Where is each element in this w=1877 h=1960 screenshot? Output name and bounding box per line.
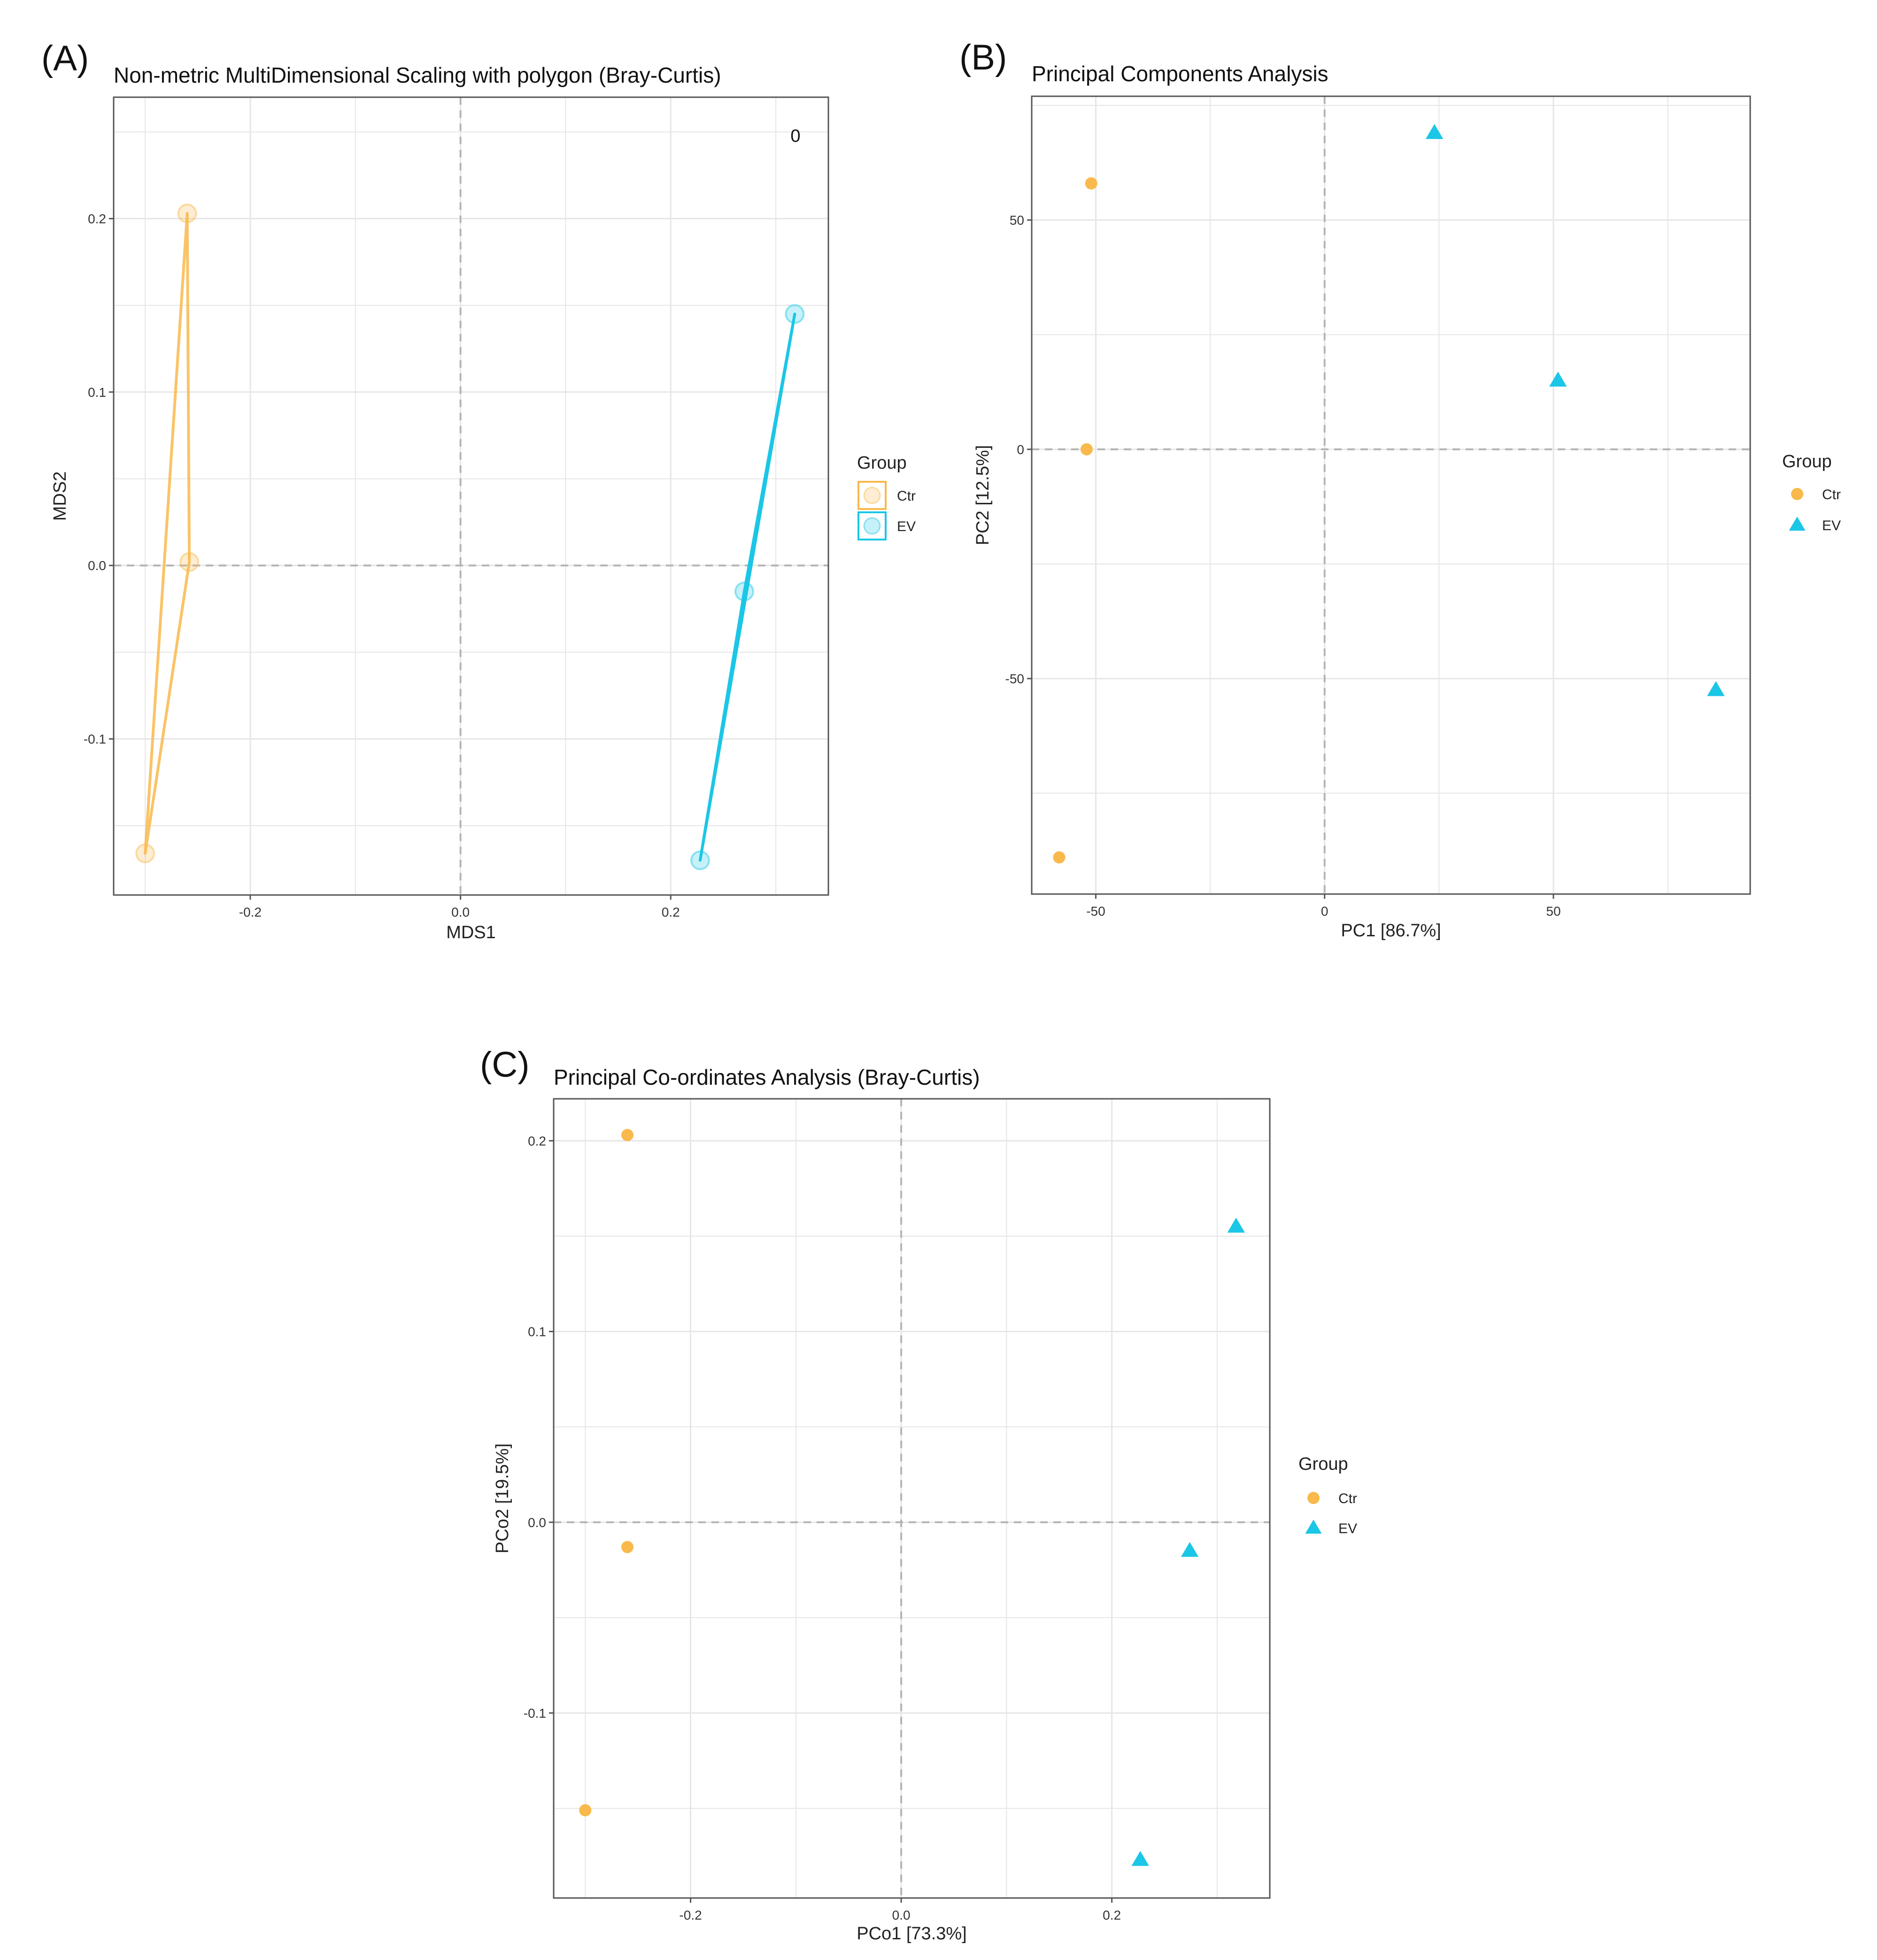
- data-point-ev: [1227, 1218, 1245, 1233]
- data-point-ctr: [179, 552, 200, 572]
- x-tick-label: -0.2: [239, 905, 262, 919]
- y-tick-label: 0.1: [528, 1325, 546, 1339]
- data-point-ev: [1549, 371, 1567, 387]
- data-point-ctr: [1053, 851, 1066, 864]
- data-point-ev: [785, 304, 805, 324]
- x-axis-title: PCo1 [73.3%]: [857, 1924, 966, 1944]
- legend-key-ev: [857, 511, 887, 540]
- legend-key-dot-ev: [863, 517, 881, 535]
- legend-title: Group: [857, 453, 907, 473]
- x-tick-label: 0.0: [451, 905, 470, 919]
- x-axis-title: MDS1: [446, 923, 496, 942]
- x-tick-label: 0.0: [892, 1908, 911, 1922]
- legend-title: Group: [1782, 452, 1832, 471]
- x-tick-label: 0.2: [662, 905, 680, 919]
- legend: Group Ctr EV: [857, 453, 916, 540]
- plot-annotation: 0: [790, 126, 800, 146]
- y-tick-label: 0.2: [88, 212, 106, 226]
- x-tick-label: 50: [1546, 904, 1560, 918]
- x-tick-label: 0: [1321, 904, 1329, 918]
- hull-polygon-ctr: [144, 212, 191, 855]
- legend-key-ctr: [857, 481, 887, 510]
- data-point-ctr: [621, 1129, 633, 1142]
- y-axis-title: MDS2: [50, 471, 70, 521]
- panel-b: (B) Principal Components Analysis -50 0 50 -5…: [959, 38, 1841, 941]
- legend-key-ev: [1789, 517, 1806, 531]
- data-point-ev: [1425, 124, 1444, 139]
- data-point-ctr: [1080, 443, 1093, 455]
- hull-polygon-ev: [698, 312, 796, 862]
- y-tick-label: -0.1: [84, 732, 106, 747]
- y-tick-label: 50: [1010, 213, 1024, 228]
- data-point-ctr: [1085, 177, 1097, 190]
- legend-label-ctr: Ctr: [1338, 1491, 1357, 1506]
- panel-label: (A): [41, 39, 89, 78]
- legend-key-ctr: [1791, 488, 1803, 500]
- legend: Group Ctr EV: [1298, 1454, 1357, 1536]
- plot-frame: [113, 96, 829, 896]
- chart-title: Non-metric MultiDimensional Scaling with…: [114, 63, 721, 87]
- legend-key-ev: [1305, 1520, 1322, 1534]
- y-tick-label: 0.1: [88, 385, 106, 400]
- data-point-ev: [734, 581, 754, 602]
- y-tick-label: 0.2: [528, 1134, 546, 1148]
- x-axis-title: PC1 [86.7%]: [1341, 921, 1441, 941]
- x-tick-label: -50: [1086, 904, 1105, 918]
- chart-title: Principal Components Analysis: [1032, 62, 1329, 86]
- panel-label: (B): [959, 38, 1007, 77]
- data-point-ev: [1131, 1851, 1149, 1866]
- y-tick-label: -50: [1005, 671, 1024, 686]
- y-tick-label: -0.1: [524, 1706, 546, 1721]
- legend-label-ctr: Ctr: [1822, 487, 1841, 502]
- x-tick-label: 0.2: [1103, 1908, 1121, 1922]
- legend-key-dot-ctr: [863, 486, 881, 504]
- data-point-ev: [1707, 681, 1725, 696]
- plot-background: [554, 1099, 1270, 1898]
- data-point-ev: [690, 850, 710, 871]
- plot-background: [114, 97, 828, 895]
- legend: Group Ctr EV: [1782, 452, 1841, 533]
- legend-label-ev: EV: [1822, 518, 1841, 533]
- y-axis-title: PCo2 [19.5%]: [493, 1443, 512, 1553]
- data-point-ctr: [621, 1541, 633, 1553]
- data-point-ctr: [177, 203, 197, 224]
- data-point-ev: [1181, 1542, 1199, 1557]
- plot-frame: [553, 1098, 1271, 1899]
- plot-background: [1032, 96, 1750, 894]
- legend-key-ctr: [1307, 1492, 1320, 1504]
- y-tick-label: 0.0: [528, 1515, 546, 1530]
- panel-a: (A) Non-metric MultiDimensional Scaling w…: [41, 39, 916, 942]
- plot-frame: [1031, 95, 1751, 895]
- legend-title: Group: [1298, 1454, 1348, 1474]
- y-tick-label: 0.0: [88, 558, 106, 573]
- y-tick-label: 0: [1017, 442, 1024, 457]
- data-point-ctr: [135, 843, 155, 864]
- legend-label-ev: EV: [1338, 1521, 1357, 1536]
- legend-label-ctr: Ctr: [897, 488, 916, 504]
- y-axis-title: PC2 [12.5%]: [973, 445, 993, 545]
- data-point-ctr: [579, 1804, 592, 1817]
- panel-c: (C) Principal Co-ordinates Analysis (Bray…: [480, 1045, 1357, 1944]
- chart-title: Principal Co-ordinates Analysis (Bray-Cu…: [554, 1065, 980, 1089]
- x-tick-label: -0.2: [679, 1908, 702, 1922]
- legend-label-ev: EV: [897, 519, 916, 534]
- panel-label: (C): [480, 1045, 530, 1085]
